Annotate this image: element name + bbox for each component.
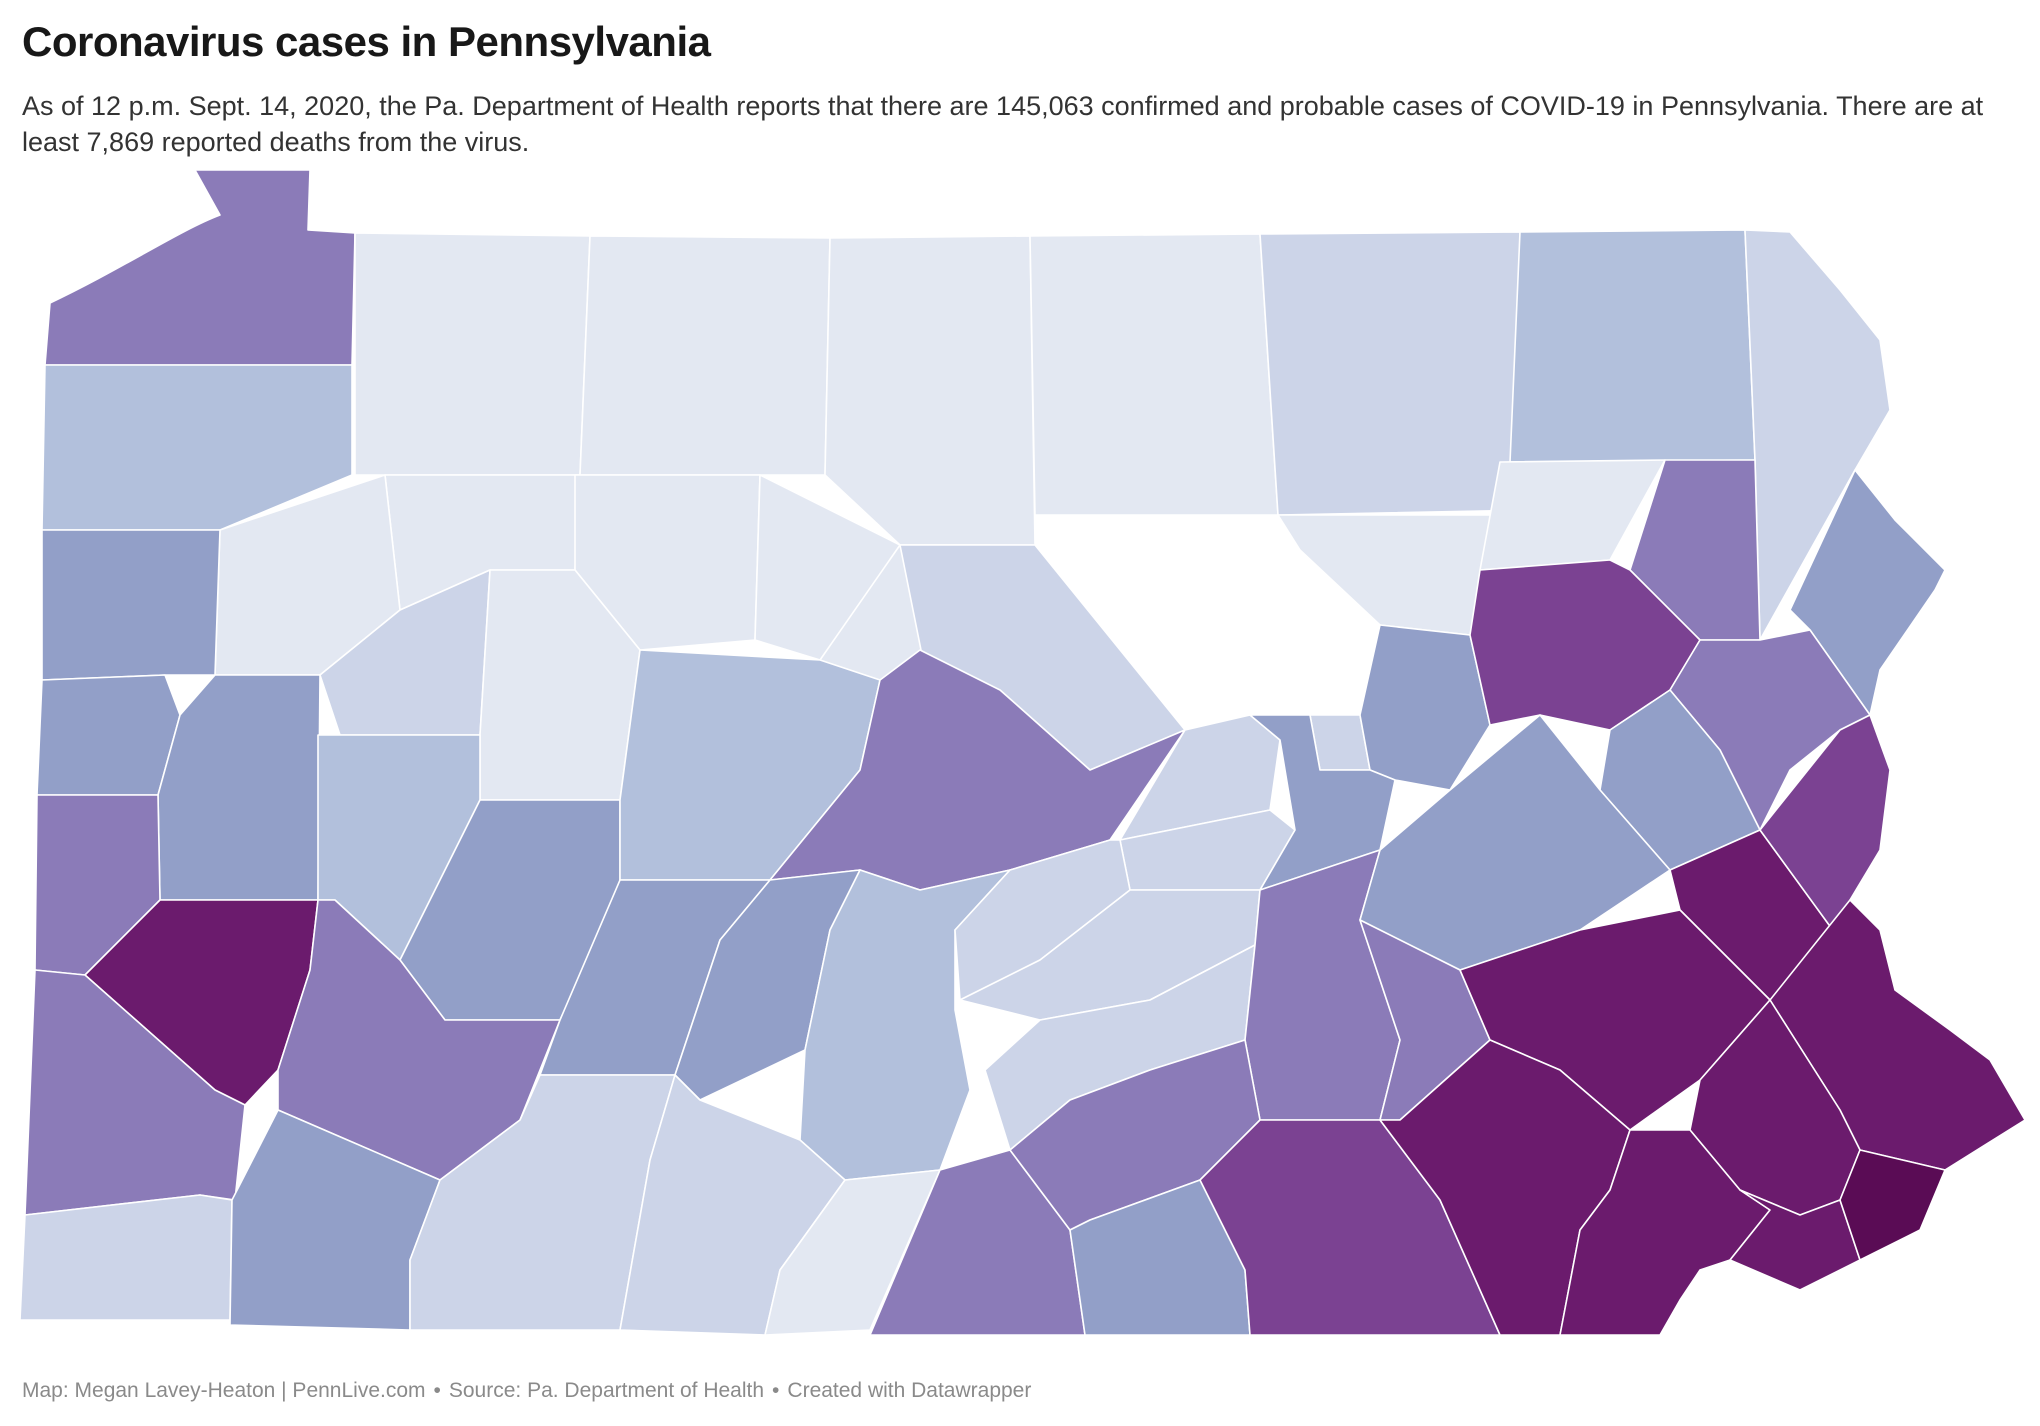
footer-separator: •: [772, 1379, 780, 1402]
county-butler[interactable]: [157, 674, 321, 901]
footer-credit: Map: Megan Lavey-Heaton | PennLive.com: [22, 1379, 426, 1402]
footer-tool: Created with Datawrapper: [787, 1379, 1032, 1402]
county-tioga[interactable]: [1029, 233, 1279, 516]
footer-source: Source: Pa. Department of Health: [448, 1379, 765, 1402]
county-columbia[interactable]: [1359, 624, 1491, 791]
county-warren[interactable]: [354, 232, 591, 476]
county-elk[interactable]: [574, 474, 761, 651]
county-sullivan[interactable]: [1277, 514, 1501, 636]
county-lawrence[interactable]: [36, 674, 181, 796]
county-erie[interactable]: [44, 170, 356, 366]
county-crawford[interactable]: [41, 364, 353, 531]
county-delaware[interactable]: [1729, 1189, 1861, 1291]
county-northumberland[interactable]: [1249, 714, 1396, 891]
county-philadelphia[interactable]: [1839, 1149, 1946, 1261]
county-huntingdon[interactable]: [799, 869, 1011, 1181]
county-susquehanna[interactable]: [1509, 229, 1756, 463]
pennsylvania-map: [0, 170, 2040, 1370]
county-chester[interactable]: [1559, 1129, 1771, 1336]
county-greene[interactable]: [19, 1194, 233, 1321]
county-mercer[interactable]: [41, 529, 221, 681]
map-title: Coronavirus cases in Pennsylvania: [22, 18, 711, 65]
county-potter[interactable]: [824, 235, 1036, 546]
county-fulton[interactable]: [764, 1169, 941, 1336]
footer-separator: •: [433, 1379, 441, 1402]
county-bradford[interactable]: [1259, 231, 1536, 516]
county-pike[interactable]: [1789, 469, 1946, 716]
county-union[interactable]: [1119, 714, 1281, 841]
county-mckean[interactable]: [579, 235, 831, 476]
map-description: As of 12 p.m. Sept. 14, 2020, the Pa. De…: [22, 91, 1984, 157]
map-footer: Map: Megan Lavey-Heaton | PennLive.com • S…: [22, 1379, 1031, 1403]
